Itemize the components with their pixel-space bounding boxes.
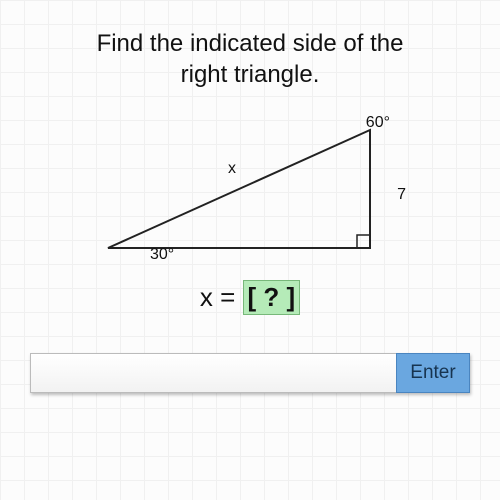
- right-angle-square: [357, 235, 370, 248]
- triangle-outline: [108, 130, 370, 248]
- question-prompt: Find the indicated side of the right tri…: [0, 0, 500, 90]
- angle-label-60: 60°: [366, 114, 390, 132]
- side-label-x: x: [228, 160, 236, 178]
- angle-label-30: 30°: [150, 246, 174, 264]
- equation-lhs: x: [200, 282, 213, 312]
- triangle-svg: [100, 118, 400, 268]
- equation-line: x = [ ? ]: [0, 280, 500, 315]
- triangle-figure: 60° 30° x 7: [100, 118, 400, 268]
- enter-button[interactable]: Enter: [396, 353, 470, 393]
- prompt-line-2: right triangle.: [181, 61, 320, 88]
- answer-input[interactable]: [30, 353, 396, 393]
- answer-input-row: Enter: [30, 353, 470, 393]
- side-label-7: 7: [397, 186, 406, 204]
- answer-placeholder-box: [ ? ]: [243, 280, 301, 315]
- prompt-line-1: Find the indicated side of the: [97, 30, 404, 57]
- equation-equals: =: [220, 282, 235, 312]
